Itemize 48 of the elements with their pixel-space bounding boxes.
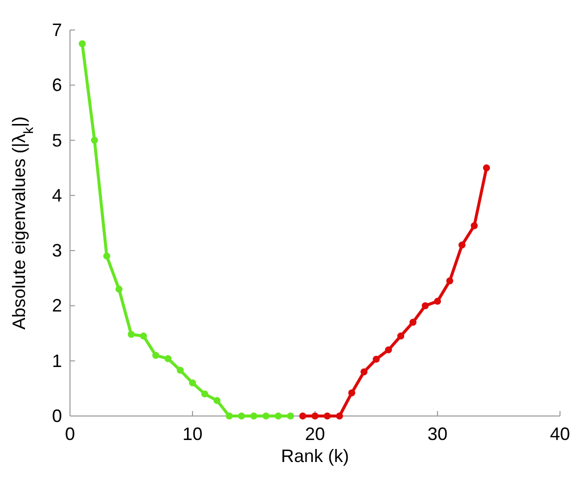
y-tick-label: 1 (52, 350, 62, 371)
y-tick-label: 2 (52, 296, 62, 316)
point (152, 352, 160, 359)
point (312, 412, 318, 420)
point (103, 252, 110, 260)
point (274, 412, 282, 420)
point (422, 302, 429, 310)
point (238, 412, 245, 420)
y-tick-label: 7 (52, 20, 62, 40)
point (140, 332, 147, 340)
point (78, 40, 86, 48)
point (214, 397, 220, 404)
point (385, 346, 392, 354)
point (299, 412, 306, 420)
point (372, 356, 380, 363)
x-tick-label: 30 (427, 424, 448, 444)
point (262, 412, 270, 420)
point (434, 298, 441, 305)
point (483, 164, 490, 172)
point (128, 330, 135, 338)
y-tick-label: 5 (52, 130, 62, 150)
x-tick-label: 20 (304, 424, 326, 444)
point (176, 366, 184, 374)
point (348, 389, 356, 396)
point (91, 136, 98, 144)
point (410, 318, 416, 326)
y-tick-label: 6 (52, 75, 62, 96)
x-tick-label: 10 (182, 424, 203, 444)
point (226, 412, 233, 420)
point (287, 412, 294, 420)
y-tick-label: 3 (52, 240, 62, 261)
point (360, 368, 368, 376)
x-axis-title: Rank (k) (280, 446, 350, 466)
point (164, 355, 172, 362)
x-tick-label: 0 (64, 424, 76, 444)
x-tick-label: 40 (550, 424, 570, 444)
point (250, 412, 258, 420)
y-tick-label: 0 (52, 406, 62, 426)
point (470, 222, 478, 230)
point (201, 390, 208, 398)
y-tick-label: 4 (52, 185, 62, 206)
point (324, 412, 331, 420)
point (189, 379, 196, 386)
point (397, 332, 404, 340)
point (336, 412, 343, 420)
point (458, 242, 466, 249)
point (446, 277, 454, 284)
point (116, 286, 122, 293)
